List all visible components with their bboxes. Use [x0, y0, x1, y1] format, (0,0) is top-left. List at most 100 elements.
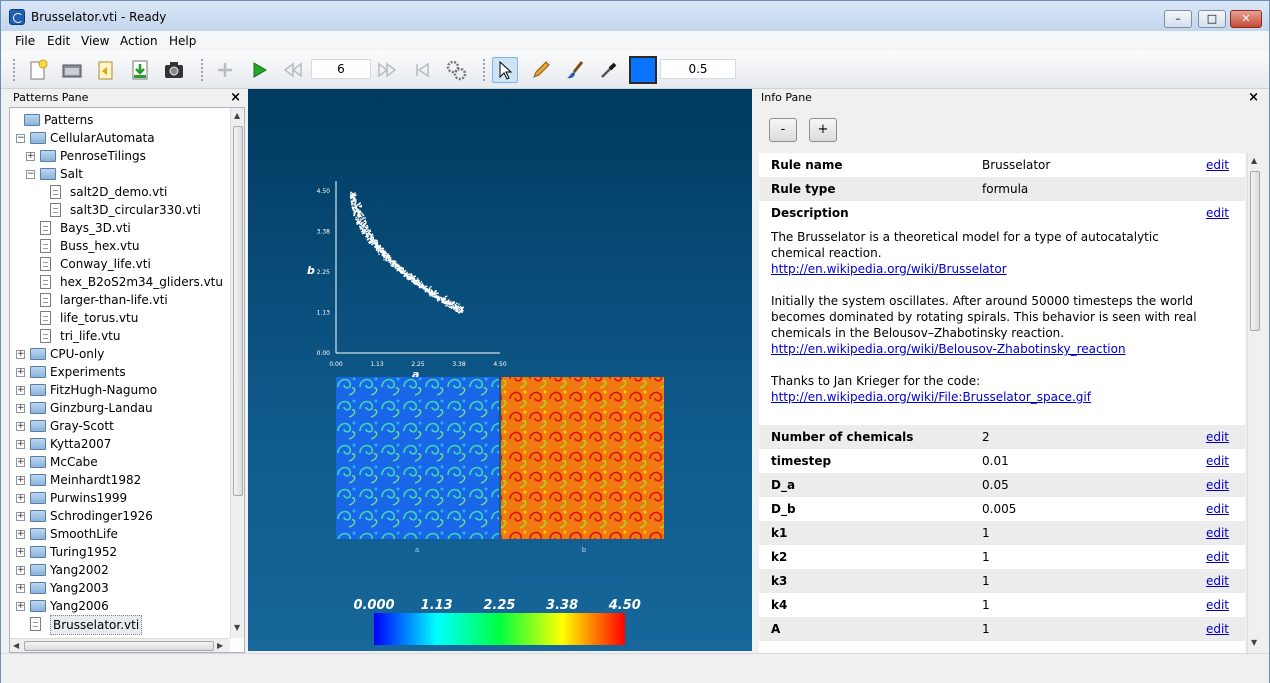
patterns-pane-close-button[interactable]: × [230, 90, 241, 105]
parameter-edit-link[interactable]: edit [1205, 478, 1229, 492]
maximize-button[interactable]: □ [1198, 10, 1226, 28]
slower-button[interactable] [280, 57, 306, 83]
tree-item[interactable]: + Yang2002 [10, 561, 228, 579]
info-scroll-up-icon[interactable]: ▲ [1251, 156, 1258, 165]
render-canvas[interactable]: 0.00 1.13 2.25 3.38 4.50 0.00 1.13 2.25 3.38 4.50… [248, 89, 752, 651]
menu-help[interactable]: Help [169, 34, 197, 48]
toolbar-grip[interactable] [13, 59, 16, 81]
reset-button[interactable] [409, 57, 435, 83]
expand-icon[interactable]: + [16, 421, 25, 431]
screenshot-button[interactable] [161, 57, 187, 83]
parameter-edit-link[interactable]: edit [1205, 598, 1229, 612]
brusselator-link[interactable]: http://en.wikipedia.org/wiki/Brusselator [771, 262, 1007, 276]
tree-item[interactable]: hex_B2oS2m34_gliders.vtu [10, 273, 228, 291]
menu-edit[interactable]: Edit [47, 34, 71, 48]
expand-icon[interactable]: + [16, 601, 25, 611]
expand-icon[interactable]: + [16, 385, 25, 395]
expand-icon[interactable]: + [16, 493, 25, 503]
tree-item[interactable]: life_torus.vtu [10, 309, 228, 327]
tree-item[interactable]: + FitzHugh-Nagumo [10, 381, 228, 399]
patterns-horizontal-scrollbar[interactable]: ◀ ▶ [10, 638, 230, 652]
brush-size-field[interactable]: 0.5 [660, 59, 736, 79]
pointer-tool-button[interactable] [492, 57, 518, 83]
tree-item[interactable]: + Meinhardt1982 [10, 471, 228, 489]
tree-item[interactable]: + CPU-only [10, 345, 228, 363]
tree-item[interactable]: tri_life.vtu [10, 327, 228, 345]
decrease-font-button[interactable]: - [769, 118, 797, 142]
parameter-edit-link[interactable]: edit [1205, 502, 1229, 516]
tree-item[interactable]: + Gray-Scott [10, 417, 228, 435]
menu-view[interactable]: View [81, 34, 110, 48]
eyedropper-tool-button[interactable] [596, 57, 622, 83]
tree-item[interactable]: + Experiments [10, 363, 228, 381]
info-pane-close-button[interactable]: × [1248, 90, 1259, 105]
patterns-vertical-scrollbar[interactable]: ▲ ▼ [230, 108, 244, 638]
scroll-up-icon[interactable]: ▲ [234, 111, 241, 120]
tree-item[interactable]: + Yang2003 [10, 579, 228, 597]
add-button[interactable] [212, 57, 238, 83]
tree-item[interactable]: salt3D_circular330.vti [10, 201, 228, 219]
tree-item[interactable]: + Ginzburg-Landau [10, 399, 228, 417]
close-button[interactable]: ✕ [1230, 10, 1262, 28]
expand-icon[interactable]: + [16, 439, 25, 449]
collapse-icon[interactable]: − [16, 133, 25, 143]
tree-item[interactable]: Patterns [10, 111, 228, 129]
parameter-edit-link[interactable]: edit [1205, 574, 1229, 588]
save-button[interactable] [127, 57, 153, 83]
toolbar-grip-3[interactable] [483, 59, 486, 81]
tree-item[interactable]: + Turing1952 [10, 543, 228, 561]
tree-item[interactable]: + Schrodinger1926 [10, 507, 228, 525]
expand-icon[interactable]: + [16, 583, 25, 593]
info-scroll-thumb[interactable] [1250, 171, 1260, 331]
expand-icon[interactable]: + [16, 367, 25, 377]
tree-item[interactable]: salt2D_demo.vti [10, 183, 228, 201]
expand-icon[interactable]: + [16, 565, 25, 575]
tree-item[interactable]: + McCabe [10, 453, 228, 471]
paint-color-swatch[interactable] [629, 56, 657, 84]
tree-item[interactable]: Bays_3D.vti [10, 219, 228, 237]
parameter-edit-link[interactable]: edit [1205, 622, 1229, 636]
tree-item[interactable]: Brusselator.vti [10, 615, 228, 635]
expand-icon[interactable]: + [16, 475, 25, 485]
parameter-edit-link[interactable]: edit [1205, 526, 1229, 540]
reload-button[interactable] [93, 57, 119, 83]
tree-item[interactable]: − CellularAutomata [10, 129, 228, 147]
parameter-edit-link[interactable]: edit [1205, 550, 1229, 564]
chemical-a-panel[interactable] [336, 377, 499, 539]
expand-icon[interactable]: + [16, 457, 25, 467]
info-scroll-down-icon[interactable]: ▼ [1251, 638, 1258, 647]
menu-action[interactable]: Action [120, 34, 158, 48]
tree-item[interactable]: + Yang2006 [10, 597, 228, 615]
increase-font-button[interactable]: + [809, 118, 837, 142]
expand-icon[interactable]: + [16, 403, 25, 413]
toolbar-grip-2[interactable] [201, 59, 204, 81]
minimize-button[interactable]: – [1164, 10, 1192, 28]
scroll-down-icon[interactable]: ▼ [234, 623, 241, 632]
expand-icon[interactable]: + [16, 511, 25, 521]
tree-item[interactable]: − Salt [10, 165, 228, 183]
collapse-icon[interactable]: − [26, 169, 35, 179]
tree-item[interactable]: + Kytta2007 [10, 435, 228, 453]
tree-item[interactable]: + Purwins1999 [10, 489, 228, 507]
expand-icon[interactable]: + [16, 349, 25, 359]
timesteps-field[interactable]: 6 [311, 59, 371, 79]
open-pattern-button[interactable] [59, 57, 85, 83]
expand-icon[interactable]: + [26, 151, 35, 161]
rule-name-edit-link[interactable]: edit [1205, 158, 1229, 172]
pencil-tool-button[interactable] [528, 57, 554, 83]
tree-item[interactable]: Conway_life.vti [10, 255, 228, 273]
bz-reaction-link[interactable]: http://en.wikipedia.org/wiki/Belousov-Zh… [771, 342, 1126, 356]
menu-file[interactable]: File [15, 34, 36, 48]
patterns-hscroll-thumb[interactable] [24, 641, 214, 651]
info-vertical-scrollbar[interactable]: ▲ ▼ [1247, 153, 1261, 653]
parameter-edit-link[interactable]: edit [1205, 454, 1229, 468]
tree-item[interactable]: + SmoothLife [10, 525, 228, 543]
chemical-b-panel[interactable] [501, 377, 664, 539]
expand-icon[interactable]: + [16, 547, 25, 557]
run-button[interactable] [246, 57, 272, 83]
patterns-scroll-thumb[interactable] [233, 126, 243, 496]
scroll-left-icon[interactable]: ◀ [13, 641, 20, 650]
tree-item[interactable]: Buss_hex.vtu [10, 237, 228, 255]
new-pattern-button[interactable] [25, 57, 51, 83]
tree-item[interactable]: larger-than-life.vti [10, 291, 228, 309]
